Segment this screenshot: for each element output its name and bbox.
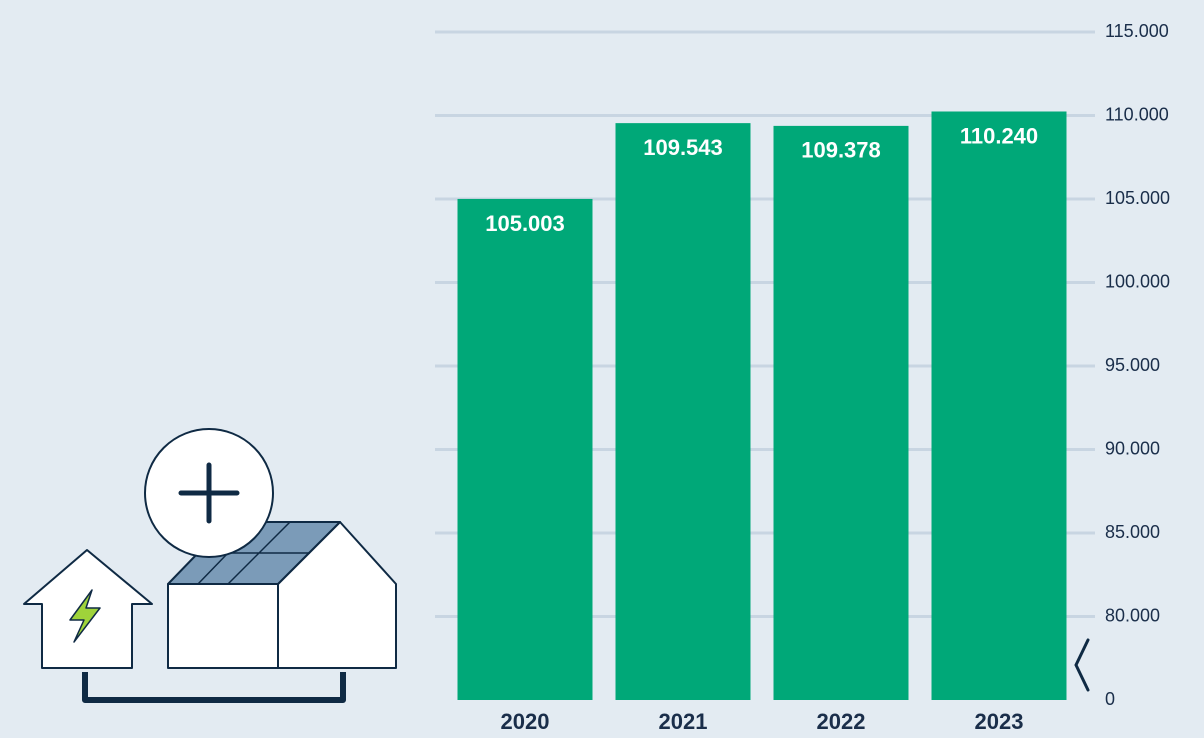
chart: 0 80.000 85.000 90.000 95.000 100.000 105.000 1… [0,0,1204,738]
value-label: 110.240 [960,123,1038,148]
bar [932,111,1067,700]
y-tick-label: 100.000 [1105,271,1170,291]
y-tick-label: 80.000 [1105,605,1160,625]
y-tick-label: 110.000 [1105,104,1169,124]
y-tick-label: 115.000 [1105,21,1169,41]
value-label: 109.543 [643,135,723,160]
x-tick-label: 2023 [975,709,1024,734]
bar [616,123,751,700]
y-tick-label: 85.000 [1105,522,1160,542]
y-tick-label: 95.000 [1105,355,1160,375]
y-tick-label: 90.000 [1105,438,1160,458]
bar [774,126,909,700]
y-tick-label: 105.000 [1105,188,1170,208]
x-tick-label: 2020 [501,709,550,734]
y-tick-label: 0 [1105,689,1115,709]
x-tick-label: 2021 [659,709,708,734]
value-label: 109.378 [801,138,881,163]
page: 0 80.000 85.000 90.000 95.000 100.000 105.000 1… [0,0,1204,738]
value-label: 105.003 [485,211,565,236]
bar [458,199,593,700]
x-tick-label: 2022 [817,709,866,734]
